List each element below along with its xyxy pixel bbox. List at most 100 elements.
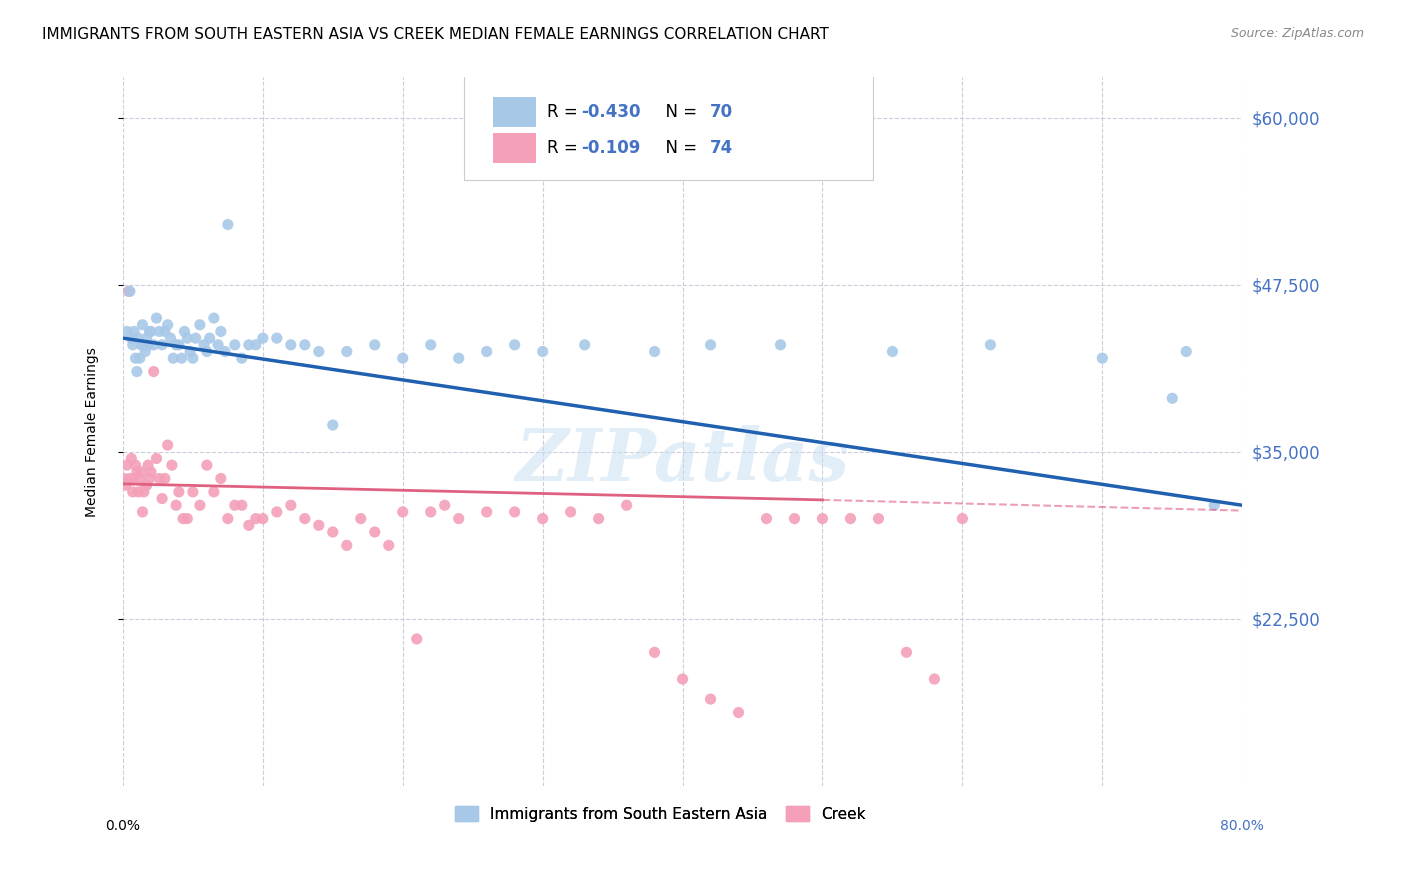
Point (644, 344, 666, 359)
Point (156, 438, 179, 452)
Point (924, 672, 946, 686)
Point (616, 498, 638, 512)
Point (176, 331, 198, 345)
Point (503, 338, 526, 352)
Point (148, 325, 170, 339)
Point (588, 511, 610, 525)
Text: 70: 70 (710, 103, 733, 121)
Point (377, 538, 399, 552)
Point (896, 645, 918, 659)
Point (184, 331, 207, 345)
Point (136, 338, 159, 352)
Point (139, 325, 162, 339)
Point (252, 331, 274, 345)
Point (117, 285, 139, 299)
Point (839, 511, 862, 525)
Text: R =: R = (547, 103, 583, 121)
Point (322, 417, 344, 432)
Point (447, 351, 470, 366)
Point (195, 458, 218, 472)
Point (364, 338, 387, 352)
Point (882, 344, 904, 359)
FancyBboxPatch shape (494, 133, 536, 162)
Point (128, 471, 150, 485)
Text: 0.0%: 0.0% (105, 820, 141, 833)
Point (224, 338, 246, 352)
Point (131, 318, 153, 332)
Point (142, 365, 165, 379)
Point (159, 331, 181, 345)
Point (135, 331, 157, 345)
Point (170, 351, 193, 366)
Point (231, 351, 253, 366)
Point (121, 484, 143, 499)
Point (252, 511, 274, 525)
Point (112, 471, 135, 485)
Point (165, 498, 187, 512)
Point (224, 498, 246, 512)
Point (1175, 344, 1198, 359)
Point (142, 338, 165, 352)
Point (574, 338, 596, 352)
Point (136, 458, 159, 472)
Point (217, 218, 239, 232)
Point (173, 325, 195, 339)
Point (176, 511, 198, 525)
Point (322, 524, 344, 539)
Point (188, 498, 211, 512)
Point (308, 518, 330, 533)
Point (179, 344, 201, 359)
Point (181, 351, 204, 366)
Point (350, 511, 373, 525)
FancyBboxPatch shape (494, 97, 536, 128)
Point (1161, 392, 1184, 406)
Legend: Immigrants from South Eastern Asia, Creek: Immigrants from South Eastern Asia, Cree… (449, 800, 872, 828)
Point (125, 465, 148, 479)
Point (150, 338, 173, 352)
Point (118, 471, 141, 485)
Point (167, 338, 190, 352)
Point (139, 465, 162, 479)
Point (231, 498, 253, 512)
Point (560, 505, 582, 519)
Text: -0.430: -0.430 (581, 103, 640, 121)
Point (475, 344, 498, 359)
Point (150, 491, 173, 506)
Point (120, 331, 142, 345)
Point (167, 484, 190, 499)
Point (699, 338, 721, 352)
Point (280, 498, 302, 512)
Point (132, 338, 155, 352)
Point (138, 325, 160, 339)
Point (811, 511, 834, 525)
Point (280, 338, 302, 352)
Point (127, 331, 149, 345)
Point (950, 511, 973, 525)
FancyBboxPatch shape (464, 75, 873, 180)
Point (209, 325, 232, 339)
Point (124, 351, 146, 366)
Text: 74: 74 (710, 138, 733, 157)
Point (122, 325, 145, 339)
Point (238, 338, 260, 352)
Text: N =: N = (655, 138, 702, 157)
Point (132, 484, 155, 499)
Point (391, 505, 413, 519)
Text: ZIPatlas: ZIPatlas (516, 425, 849, 496)
Point (308, 344, 330, 359)
Point (364, 524, 387, 539)
Point (127, 484, 149, 499)
Point (124, 458, 146, 472)
Point (114, 478, 136, 492)
Point (868, 511, 890, 525)
Point (153, 325, 176, 339)
Point (531, 344, 554, 359)
Point (118, 285, 141, 299)
Point (419, 338, 441, 352)
Point (153, 471, 176, 485)
Point (188, 318, 211, 332)
Point (198, 331, 221, 345)
Y-axis label: Median Female Earnings: Median Female Earnings (86, 347, 100, 516)
Point (1204, 498, 1226, 512)
Point (134, 478, 156, 492)
